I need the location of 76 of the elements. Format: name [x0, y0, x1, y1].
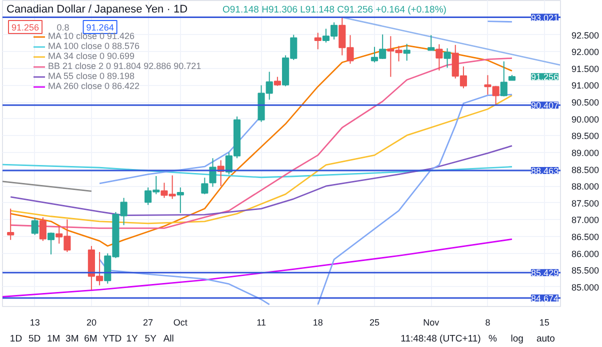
candlestick [314, 32, 322, 50]
x-tick-label: Oct [173, 318, 188, 328]
y-tick-label: 85.500 [572, 266, 600, 276]
line-series [10, 58, 513, 229]
x-tick-label: 13 [30, 318, 40, 328]
ref-line-label: 85.429 [530, 268, 559, 278]
text: 3M [66, 334, 79, 344]
y-tick-label: 87.000 [572, 215, 600, 226]
candlestick [47, 232, 55, 255]
y-tick-label: 91.500 [572, 64, 600, 74]
x-tick-label: 8 [485, 318, 490, 328]
line-series [10, 145, 513, 216]
chart-subtitle: O91.148 H91.306 L91.148 C91.256 +0.164 (+0.18%) [222, 4, 446, 16]
candlestick [201, 177, 208, 195]
candlestick [444, 48, 451, 68]
text: YTD [102, 334, 122, 344]
legend-label: MA 100 close 0 88.576 [48, 41, 140, 51]
text: 11:48:48 (UTC+11) [400, 334, 481, 344]
y-tick-label: 92.000 [572, 47, 600, 58]
candlestick [7, 208, 14, 240]
chart-title: Canadian Dollar / Japanese Yen · 1D [6, 4, 188, 16]
annotation: 91.256 [530, 72, 559, 82]
legend-label: MA 34 close 0 90.699 [48, 51, 135, 61]
text: % [488, 334, 498, 344]
legend-label: MA 260 close 0 86.422 [48, 81, 140, 91]
y-tick-label: 86.000 [572, 248, 600, 259]
ref-line-label: 90.407 [530, 100, 559, 111]
candlestick [436, 44, 443, 71]
candlestick [176, 186, 184, 214]
annotation: 0.8 [56, 22, 70, 32]
x-tick-label: 20 [86, 318, 96, 328]
text: All [163, 334, 174, 344]
x-tick-label: 25 [369, 318, 380, 328]
text: 5D [28, 334, 41, 344]
text: 1M [46, 334, 60, 344]
x-tick-label: 11 [256, 318, 266, 328]
legend-label: MA 10 close 0 91.426 [48, 31, 135, 41]
y-tick-label: 91.000 [572, 80, 600, 91]
text: 5Y [144, 334, 158, 344]
y-tick-label: 85.000 [572, 282, 600, 292]
x-tick-label: 27 [143, 318, 154, 328]
x-tick-label: Nov [423, 318, 440, 328]
ref-line-label: 93.021 [530, 12, 559, 23]
x-tick-label: 15 [539, 318, 550, 328]
legend-label: MA 55 close 0 89.198 [48, 71, 135, 81]
text: 6M [84, 334, 98, 344]
line-series [10, 94, 513, 224]
y-tick-label: 87.500 [572, 198, 600, 208]
candlestick [274, 76, 281, 86]
y-tick-label: 89.000 [572, 148, 600, 158]
line-series [2, 238, 513, 298]
candlestick [403, 43, 410, 62]
candlestick [209, 158, 216, 188]
y-tick-label: 90.500 [572, 98, 600, 108]
ref-line-label: 88.463 [530, 166, 559, 176]
text: log [510, 334, 524, 344]
y-tick-label: 90.000 [572, 114, 600, 124]
y-tick-label: 92.500 [572, 30, 600, 40]
candlestick [500, 60, 508, 97]
legend-label: BB 21 close 2 0 91.804 92.886 90.721 [48, 61, 202, 71]
y-tick-label: 89.500 [572, 131, 600, 142]
line-series [2, 164, 513, 178]
candlestick [31, 218, 38, 236]
y-tick-label: 88.500 [572, 164, 600, 175]
candlestick [39, 216, 46, 242]
candlestick [428, 34, 435, 52]
x-tick-label: 18 [312, 318, 323, 328]
y-tick-label: 86.500 [572, 232, 600, 242]
y-tick-label: 88.000 [572, 182, 600, 192]
text: 1Y [126, 334, 139, 344]
annotation: 91.256 [12, 22, 40, 32]
line-series [10, 44, 513, 247]
text: auto [536, 334, 555, 344]
annotation: 91.264 [86, 22, 114, 32]
text: 1D [10, 334, 22, 344]
ref-line-label: 84.674 [530, 293, 559, 304]
